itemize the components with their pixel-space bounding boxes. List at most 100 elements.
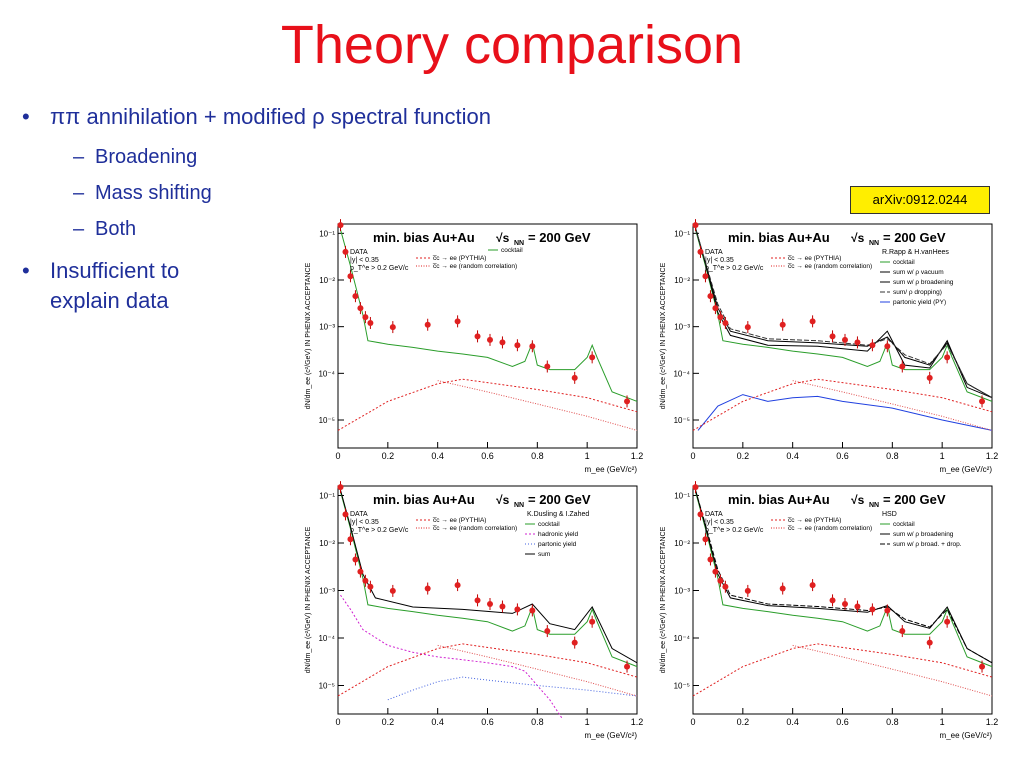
series-line	[695, 227, 993, 399]
series-line	[337, 378, 638, 431]
data-point	[424, 321, 431, 328]
subitem-mass-shifting: – Mass shifting	[73, 182, 212, 204]
data-point	[589, 618, 596, 625]
data-point	[424, 585, 431, 592]
cut-label: |y| < 0.35	[350, 257, 379, 264]
legend-label: c̅c → ee (random correlation)	[433, 263, 517, 270]
series-line	[695, 227, 993, 399]
data-point	[944, 618, 951, 625]
subitem-broadening: – Broadening	[73, 146, 198, 168]
plot-frame	[337, 485, 638, 715]
x-tick-label: 0.2	[737, 717, 750, 727]
plot-header: min. bias Au+Au	[728, 492, 830, 507]
data-point	[571, 374, 578, 381]
data-point	[589, 354, 596, 361]
nn-subscript: NN	[869, 240, 879, 247]
y-axis-label: dN/dm_ee (c²/GeV) IN PHENIX ACCEPTANCE	[305, 262, 312, 409]
data-point	[514, 342, 521, 349]
x-tick-label: 0.8	[886, 717, 899, 727]
data-point	[869, 606, 876, 613]
x-tick-label: 0.4	[786, 717, 799, 727]
data-point	[544, 363, 551, 370]
legend-label: c̅c → ee (PYTHIA)	[788, 517, 842, 524]
x-tick-label: 1.2	[631, 451, 644, 461]
data-point	[712, 305, 719, 312]
data-point	[692, 484, 699, 491]
legend-label: sum/ ρ dropping)	[893, 289, 942, 296]
x-tick-label: 1	[585, 717, 590, 727]
data-point	[347, 273, 354, 280]
x-axis-label: m_ee (GeV/c²)	[585, 465, 638, 474]
x-tick-label: 0	[335, 717, 340, 727]
y-tick-label: 10⁻²	[674, 539, 690, 548]
data-point	[389, 324, 396, 331]
bullet-2-line-1: Insufficient to	[50, 258, 180, 283]
data-point	[707, 293, 714, 300]
legend-label: cocktail	[893, 259, 915, 266]
y-tick-label: 10⁻⁵	[319, 416, 335, 425]
data-point	[809, 318, 816, 325]
x-tick-label: 0.2	[737, 451, 750, 461]
data-point	[979, 398, 986, 405]
legend-label: c̅c → ee (random correlation)	[788, 263, 872, 270]
data-point	[697, 248, 704, 255]
cut-label: p_T^e > 0.2 GeV/c	[350, 527, 409, 534]
x-tick-label: 0.8	[531, 717, 544, 727]
series-line	[792, 380, 993, 431]
legend-label: cocktail	[501, 247, 523, 254]
plot-panel-3: 0 0.2 0.4 0.6 0.8 1 1.2 10⁻¹ 10⁻² 10⁻³ 10⁻⁴ 10⁻⁵ m_e…	[300, 480, 645, 747]
series-line	[337, 643, 638, 697]
x-tick-label: 0.2	[382, 717, 395, 727]
series-line	[387, 676, 638, 701]
x-tick-label: 0.4	[786, 451, 799, 461]
series-line	[340, 489, 638, 664]
data-point	[884, 343, 891, 350]
data-point	[352, 293, 359, 300]
bullet-dot: •	[22, 258, 30, 283]
nn-subscript: NN	[869, 502, 879, 509]
legend-label: c̅c → ee (PYTHIA)	[433, 255, 487, 262]
series-line	[695, 489, 993, 664]
y-tick-label: 10⁻⁵	[319, 682, 335, 691]
legend-label: cocktail	[893, 521, 915, 528]
data-point	[499, 603, 506, 610]
data-point	[342, 248, 349, 255]
x-tick-label: 0.6	[836, 717, 849, 727]
y-tick-label: 10⁻¹	[674, 492, 690, 501]
cut-label: |y| < 0.35	[705, 257, 734, 264]
data-point	[624, 398, 631, 405]
series-line	[340, 491, 638, 668]
series-line	[692, 378, 993, 431]
x-tick-label: 1.2	[631, 717, 644, 727]
x-axis-label: m_ee (GeV/c²)	[940, 465, 993, 474]
arxiv-label: arXiv:0912.0244	[850, 186, 990, 214]
data-point	[854, 603, 861, 610]
x-tick-label: 0.2	[382, 451, 395, 461]
series-line	[695, 489, 993, 664]
x-tick-label: 0.8	[886, 451, 899, 461]
nn-subscript: NN	[514, 502, 524, 509]
y-tick-label: 10⁻¹	[319, 229, 335, 238]
data-point	[347, 536, 354, 543]
sqrt-snn-symbol: √s	[851, 493, 865, 507]
cut-label: |y| < 0.35	[705, 519, 734, 526]
data-point	[722, 583, 729, 590]
cut-label: DATA	[350, 511, 368, 518]
sqrt-snn-symbol: √s	[851, 231, 865, 245]
plot-frame	[692, 485, 993, 715]
y-tick-label: 10⁻²	[319, 276, 335, 285]
data-point	[486, 600, 493, 607]
plot-panel-2: 0 0.2 0.4 0.6 0.8 1 1.2 10⁻¹ 10⁻² 10⁻³ 10⁻⁴ 10⁻⁵ m_e…	[655, 218, 1000, 481]
cut-label: DATA	[350, 249, 368, 256]
data-point	[869, 342, 876, 349]
bullet-2-line-2: explain data	[50, 288, 169, 313]
x-tick-label: 1.2	[986, 451, 999, 461]
x-tick-label: 0.8	[531, 451, 544, 461]
data-point	[829, 333, 836, 340]
model-author: HSD	[882, 511, 897, 518]
cut-label: DATA	[705, 511, 723, 518]
plot-cocktail-only: 0 0.2 0.4 0.6 0.8 1 1.2 10⁻¹ 10⁻² 10⁻³ 10⁻⁴ 10⁻⁵ m_e…	[305, 219, 644, 474]
bullet-1: • ππ annihilation + modified ρ spectral …	[22, 104, 491, 130]
legend-label: cocktail	[538, 521, 560, 528]
y-tick-label: 10⁻²	[674, 276, 690, 285]
